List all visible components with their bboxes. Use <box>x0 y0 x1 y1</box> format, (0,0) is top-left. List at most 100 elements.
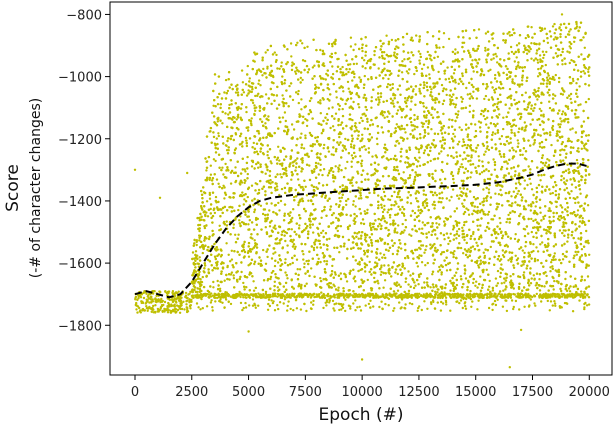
scatter-point <box>397 193 400 196</box>
scatter-point <box>308 293 312 296</box>
scatter-point <box>575 158 579 162</box>
scatter-point <box>216 279 219 283</box>
scatter-point <box>208 191 211 195</box>
scatter-point <box>426 296 429 299</box>
scatter-point <box>413 294 416 297</box>
scatter-point <box>466 93 469 96</box>
scatter-point <box>514 170 517 173</box>
scatter-point <box>276 286 279 289</box>
scatter-point <box>203 293 206 296</box>
scatter-point <box>443 291 446 294</box>
scatter-point <box>477 28 481 31</box>
scatter-point <box>558 135 561 139</box>
scatter-point <box>430 295 433 298</box>
scatter-point <box>310 267 313 270</box>
scatter-point <box>438 265 441 269</box>
scatter-point <box>539 293 542 296</box>
scatter-point <box>567 287 571 290</box>
scatter-point <box>396 272 399 276</box>
scatter-point <box>382 190 386 194</box>
scatter-point <box>468 104 472 108</box>
scatter-point <box>559 123 562 126</box>
scatter-point <box>230 249 233 252</box>
scatter-point <box>546 158 549 161</box>
scatter-point <box>273 186 277 190</box>
scatter-point <box>414 295 418 299</box>
scatter-point <box>217 294 221 298</box>
scatter-point <box>292 195 296 199</box>
scatter-point <box>264 172 267 175</box>
scatter-point <box>250 165 254 168</box>
scatter-point <box>251 101 255 105</box>
scatter-point <box>374 292 378 295</box>
scatter-point <box>234 180 237 184</box>
scatter-point <box>217 182 220 185</box>
scatter-point <box>461 166 464 169</box>
scatter-point <box>587 296 591 299</box>
scatter-point <box>318 242 322 246</box>
scatter-point <box>569 47 572 50</box>
scatter-point <box>514 254 517 257</box>
scatter-point <box>567 236 570 239</box>
scatter-point <box>265 296 268 299</box>
scatter-point <box>547 296 550 299</box>
scatter-point <box>523 179 526 182</box>
scatter-point <box>533 294 536 298</box>
scatter-point <box>410 296 413 299</box>
scatter-point <box>338 196 341 200</box>
scatter-point <box>493 89 496 92</box>
scatter-point <box>276 292 279 296</box>
scatter-point <box>367 293 370 296</box>
scatter-point <box>291 98 295 102</box>
scatter-point <box>561 110 565 113</box>
scatter-point <box>295 295 298 298</box>
scatter-point <box>472 70 475 73</box>
scatter-point <box>465 220 468 223</box>
scatter-point <box>134 298 137 301</box>
scatter-point <box>224 78 228 82</box>
scatter-point <box>315 246 319 249</box>
scatter-point <box>304 134 307 137</box>
scatter-point <box>524 46 527 49</box>
scatter-point <box>250 159 254 162</box>
scatter-point <box>569 293 572 296</box>
scatter-point <box>213 294 216 297</box>
scatter-point <box>205 200 209 203</box>
scatter-point <box>235 118 238 121</box>
scatter-point <box>325 294 329 297</box>
scatter-point <box>484 94 488 98</box>
scatter-point <box>418 59 421 62</box>
scatter-point <box>234 85 238 88</box>
scatter-point <box>575 253 578 256</box>
scatter-point <box>568 196 572 200</box>
scatter-point <box>290 178 293 181</box>
scatter-point <box>551 265 554 268</box>
scatter-point <box>493 292 496 295</box>
scatter-point <box>551 295 554 298</box>
scatter-point <box>339 123 342 127</box>
scatter-point <box>436 296 440 299</box>
scatter-point <box>586 275 590 278</box>
scatter-point <box>469 159 472 162</box>
scatter-point <box>279 268 282 271</box>
scatter-point <box>503 293 507 296</box>
scatter-point <box>300 132 303 135</box>
scatter-point <box>257 82 260 86</box>
scatter-point <box>554 52 558 55</box>
scatter-point <box>587 158 590 162</box>
scatter-point <box>568 139 571 143</box>
scatter-point <box>149 295 152 298</box>
scatter-point <box>336 229 339 233</box>
scatter-point <box>550 261 553 264</box>
scatter-point <box>554 295 557 298</box>
scatter-point <box>339 272 342 275</box>
scatter-point <box>291 261 294 265</box>
scatter-point <box>514 233 517 236</box>
scatter-point <box>581 293 585 296</box>
scatter-point <box>288 295 291 298</box>
scatter-point <box>349 143 353 146</box>
scatter-point <box>582 70 585 73</box>
scatter-point <box>496 122 499 126</box>
scatter-point <box>338 251 341 254</box>
scatter-point <box>170 303 173 306</box>
